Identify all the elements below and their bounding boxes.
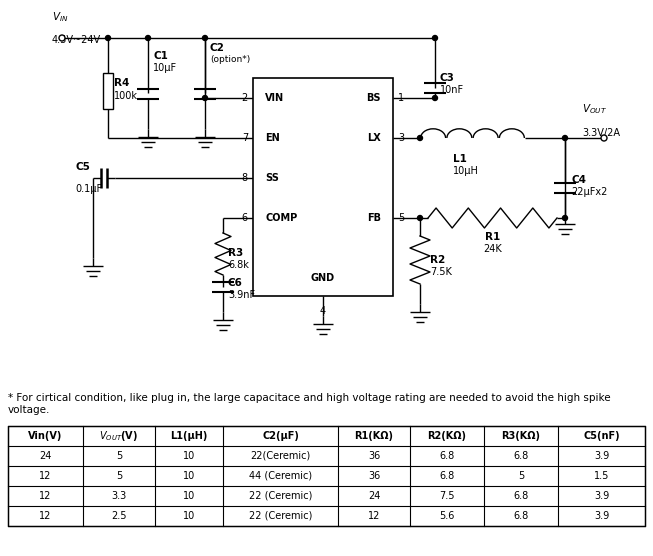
Text: 44 (Ceremic): 44 (Ceremic) bbox=[249, 471, 312, 481]
Text: 24: 24 bbox=[368, 491, 380, 501]
Text: $V_{OUT}$(V): $V_{OUT}$(V) bbox=[99, 429, 138, 443]
Text: 12: 12 bbox=[368, 511, 380, 521]
Text: C3: C3 bbox=[440, 73, 455, 83]
Text: 24K: 24K bbox=[483, 244, 502, 254]
Circle shape bbox=[417, 136, 422, 141]
Text: 6: 6 bbox=[242, 213, 248, 223]
Text: 7.5: 7.5 bbox=[439, 491, 454, 501]
Bar bbox=[103, 73, 113, 109]
Text: 1: 1 bbox=[398, 93, 404, 103]
Text: $V_{OUT}$: $V_{OUT}$ bbox=[582, 102, 607, 116]
Text: 6.8: 6.8 bbox=[513, 451, 529, 461]
Text: R3: R3 bbox=[228, 248, 244, 258]
Text: 4.5V~24V: 4.5V~24V bbox=[52, 35, 101, 45]
Text: C5: C5 bbox=[75, 162, 90, 172]
Text: 10μH: 10μH bbox=[453, 166, 479, 176]
Text: C2(μF): C2(μF) bbox=[262, 431, 299, 441]
Text: R1: R1 bbox=[485, 232, 500, 242]
Text: 3.9: 3.9 bbox=[594, 491, 609, 501]
Text: 7.5K: 7.5K bbox=[430, 267, 452, 277]
Text: 3.9: 3.9 bbox=[594, 511, 609, 521]
Text: 22 (Ceremic): 22 (Ceremic) bbox=[249, 511, 312, 521]
Text: R4: R4 bbox=[114, 78, 129, 88]
Text: 5: 5 bbox=[116, 471, 122, 481]
Text: L1(μH): L1(μH) bbox=[170, 431, 208, 441]
Text: 10: 10 bbox=[183, 511, 195, 521]
Text: 10: 10 bbox=[183, 491, 195, 501]
Text: EN: EN bbox=[265, 133, 279, 143]
Text: 22(Ceremic): 22(Ceremic) bbox=[250, 451, 311, 461]
Text: 12: 12 bbox=[39, 491, 52, 501]
Text: C5(nF): C5(nF) bbox=[583, 431, 620, 441]
Circle shape bbox=[106, 36, 110, 41]
Text: 10μF: 10μF bbox=[153, 63, 177, 73]
Text: 36: 36 bbox=[368, 471, 380, 481]
Text: 7: 7 bbox=[242, 133, 248, 143]
Text: L1: L1 bbox=[453, 154, 467, 164]
Bar bbox=[8, 426, 645, 526]
Text: 1.5: 1.5 bbox=[594, 471, 609, 481]
Text: 36: 36 bbox=[368, 451, 380, 461]
Text: R2(KΩ): R2(KΩ) bbox=[428, 431, 466, 441]
Circle shape bbox=[202, 96, 208, 101]
Circle shape bbox=[432, 96, 438, 101]
Text: 10: 10 bbox=[183, 451, 195, 461]
Text: COMP: COMP bbox=[265, 213, 297, 223]
Text: BS: BS bbox=[366, 93, 381, 103]
Text: 6.8: 6.8 bbox=[513, 491, 529, 501]
Circle shape bbox=[562, 136, 567, 141]
Text: 3: 3 bbox=[398, 133, 404, 143]
Circle shape bbox=[432, 36, 438, 41]
Text: 3.3V/2A: 3.3V/2A bbox=[582, 128, 620, 138]
Circle shape bbox=[417, 216, 422, 221]
Text: (option*): (option*) bbox=[210, 56, 250, 64]
Text: 5: 5 bbox=[398, 213, 404, 223]
Circle shape bbox=[146, 36, 150, 41]
Circle shape bbox=[601, 135, 607, 141]
Text: 4: 4 bbox=[320, 306, 326, 316]
Text: 6.8k: 6.8k bbox=[228, 260, 249, 270]
Text: VIN: VIN bbox=[265, 93, 284, 103]
Text: 5: 5 bbox=[518, 471, 524, 481]
Text: 12: 12 bbox=[39, 511, 52, 521]
Text: R1(KΩ): R1(KΩ) bbox=[355, 431, 394, 441]
Text: C4: C4 bbox=[571, 175, 586, 185]
Text: 22μFx2: 22μFx2 bbox=[571, 187, 607, 197]
Text: 10nF: 10nF bbox=[440, 85, 464, 95]
Text: 24: 24 bbox=[39, 451, 52, 461]
Bar bbox=[253, 78, 393, 296]
Text: FB: FB bbox=[367, 213, 381, 223]
Text: R3(KΩ): R3(KΩ) bbox=[502, 431, 541, 441]
Text: 3.3: 3.3 bbox=[112, 491, 127, 501]
Circle shape bbox=[202, 36, 208, 41]
Text: C6: C6 bbox=[228, 278, 243, 288]
Text: 3.9: 3.9 bbox=[594, 451, 609, 461]
Text: 2.5: 2.5 bbox=[111, 511, 127, 521]
Text: 100k: 100k bbox=[114, 91, 138, 101]
Text: C2: C2 bbox=[210, 43, 225, 53]
Text: C1: C1 bbox=[153, 51, 168, 61]
Text: 2: 2 bbox=[242, 93, 248, 103]
Text: 3.9nF: 3.9nF bbox=[228, 290, 255, 300]
Text: 6.8: 6.8 bbox=[439, 451, 454, 461]
Text: 0.1μF: 0.1μF bbox=[75, 184, 102, 194]
Text: SS: SS bbox=[265, 173, 279, 183]
Text: 12: 12 bbox=[39, 471, 52, 481]
Text: 5.6: 5.6 bbox=[439, 511, 454, 521]
Text: 22 (Ceremic): 22 (Ceremic) bbox=[249, 491, 312, 501]
Text: 5: 5 bbox=[116, 451, 122, 461]
Text: LX: LX bbox=[367, 133, 381, 143]
Text: GND: GND bbox=[311, 273, 335, 283]
Text: 8: 8 bbox=[242, 173, 248, 183]
Text: 6.8: 6.8 bbox=[513, 511, 529, 521]
Text: Vin(V): Vin(V) bbox=[28, 431, 63, 441]
Text: $V_{IN}$: $V_{IN}$ bbox=[52, 10, 69, 24]
Text: * For cirtical condition, like plug in, the large capacitace and high voltage ra: * For cirtical condition, like plug in, … bbox=[8, 393, 611, 415]
Circle shape bbox=[562, 216, 567, 221]
Text: R2: R2 bbox=[430, 255, 445, 265]
Circle shape bbox=[59, 35, 65, 41]
Text: 10: 10 bbox=[183, 471, 195, 481]
Text: 6.8: 6.8 bbox=[439, 471, 454, 481]
